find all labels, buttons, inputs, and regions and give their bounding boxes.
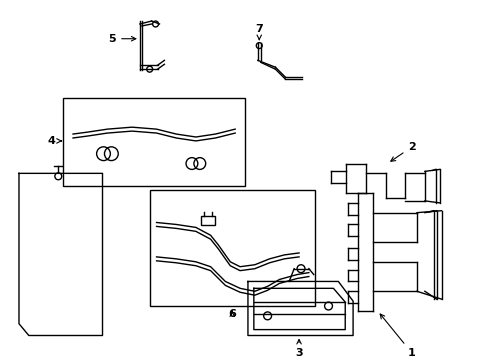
Text: 2: 2	[391, 142, 416, 161]
Bar	[63, 98, 245, 186]
Text: 3: 3	[295, 339, 303, 358]
Text: 6: 6	[228, 309, 236, 319]
Bar	[149, 190, 315, 306]
Text: 4: 4	[48, 136, 61, 146]
Text: 1: 1	[380, 314, 416, 358]
Bar	[201, 216, 215, 225]
Text: 5: 5	[108, 34, 136, 44]
Text: 7: 7	[255, 24, 263, 40]
